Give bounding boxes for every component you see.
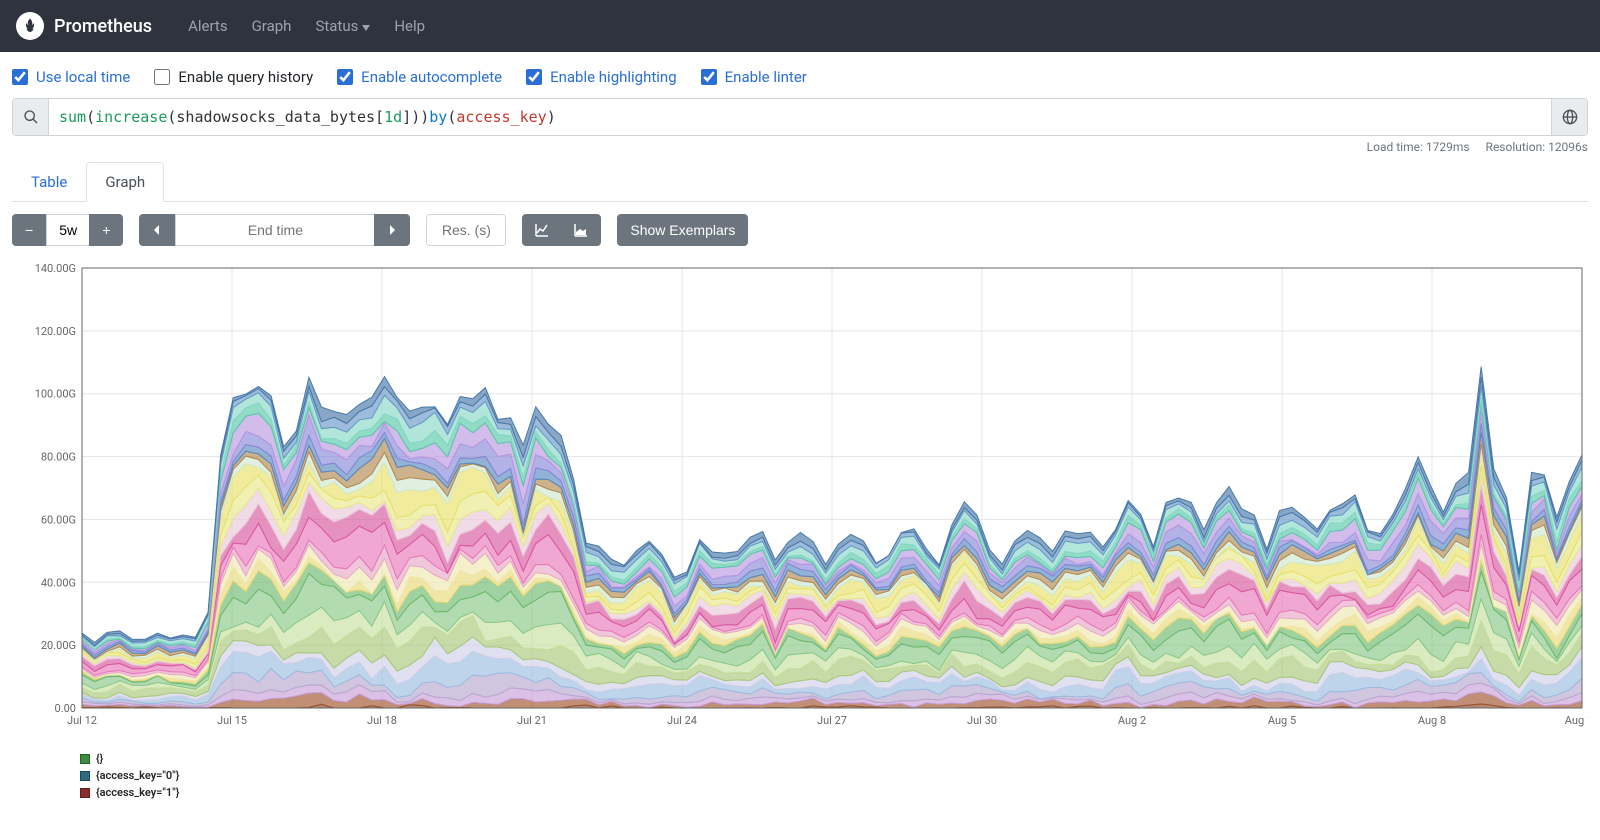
stats-row: Load time: 1729ms Resolution: 12096s — [0, 136, 1600, 158]
nav-link-graph[interactable]: Graph — [240, 9, 304, 43]
svg-text:Jul 21: Jul 21 — [517, 714, 547, 727]
caret-down-icon — [362, 17, 370, 35]
option-enable-linter[interactable]: Enable linter — [701, 68, 807, 86]
svg-text:80.00G: 80.00G — [41, 451, 76, 464]
legend-swatch — [80, 771, 90, 781]
resolution-input[interactable] — [426, 214, 506, 246]
option-label: Enable query history — [178, 68, 313, 86]
tabs: Table Graph — [12, 162, 1588, 202]
svg-text:Jul 12: Jul 12 — [67, 714, 97, 727]
query-input[interactable]: sum(increase(shadowsocks_data_bytes[1d])… — [49, 99, 1551, 135]
svg-text:60.00G: 60.00G — [41, 513, 76, 526]
checkbox[interactable] — [12, 69, 28, 85]
svg-text:Aug 5: Aug 5 — [1268, 714, 1296, 727]
option-enable-highlighting[interactable]: Enable highlighting — [526, 68, 677, 86]
svg-text:Jul 15: Jul 15 — [217, 714, 247, 727]
svg-text:100.00G: 100.00G — [35, 388, 76, 401]
tab-graph[interactable]: Graph — [86, 162, 164, 202]
legend-item[interactable]: {access_key="0"} — [80, 767, 1588, 784]
brand-text: Prometheus — [54, 16, 152, 37]
option-label: Enable highlighting — [550, 68, 677, 86]
svg-text:Aug 2: Aug 2 — [1118, 714, 1146, 727]
globe-icon[interactable] — [1551, 99, 1587, 135]
option-use-local-time[interactable]: Use local time — [12, 68, 130, 86]
legend-item[interactable]: {access_key="1"} — [80, 784, 1588, 801]
endtime-input[interactable] — [175, 214, 375, 246]
svg-text:Aug 11: Aug 11 — [1565, 714, 1588, 727]
line-chart-button[interactable] — [522, 214, 562, 246]
range-input[interactable] — [46, 214, 90, 246]
checkbox[interactable] — [337, 69, 353, 85]
option-label: Use local time — [36, 68, 130, 86]
nav-link-help[interactable]: Help — [382, 9, 437, 43]
endtime-prev-button[interactable] — [139, 214, 175, 246]
option-enable-query-history[interactable]: Enable query history — [154, 68, 313, 86]
svg-text:Jul 27: Jul 27 — [817, 714, 847, 727]
option-label: Enable linter — [725, 68, 807, 86]
svg-text:Jul 18: Jul 18 — [367, 714, 397, 727]
navbar-brand[interactable]: Prometheus — [16, 12, 152, 40]
endtime-group — [139, 214, 410, 246]
range-plus-button[interactable]: + — [89, 214, 123, 246]
endtime-next-button[interactable] — [374, 214, 410, 246]
svg-text:120.00G: 120.00G — [35, 325, 76, 338]
svg-text:Jul 30: Jul 30 — [967, 714, 997, 727]
range-group: − + — [12, 214, 123, 246]
stacked-chart-button[interactable] — [561, 214, 601, 246]
range-minus-button[interactable]: − — [12, 214, 46, 246]
nav-link-status[interactable]: Status — [303, 9, 382, 43]
legend-label: {access_key="1"} — [96, 786, 179, 799]
option-label: Enable autocomplete — [361, 68, 502, 86]
legend-swatch — [80, 788, 90, 798]
legend-label: {} — [96, 752, 103, 765]
tab-table[interactable]: Table — [12, 162, 86, 201]
checkbox[interactable] — [701, 69, 717, 85]
svg-text:Jul 24: Jul 24 — [667, 714, 697, 727]
prometheus-logo-icon — [16, 12, 44, 40]
chart-type-group — [522, 214, 601, 246]
svg-text:40.00G: 40.00G — [41, 576, 76, 589]
show-exemplars-button[interactable]: Show Exemplars — [617, 214, 748, 246]
legend-label: {access_key="0"} — [96, 769, 179, 782]
resolution: Resolution: 12096s — [1486, 140, 1588, 154]
options-row: Use local time Enable query history Enable… — [0, 52, 1600, 98]
legend-item[interactable]: {} — [80, 750, 1588, 767]
navbar: Prometheus AlertsGraphStatusHelp — [0, 0, 1600, 52]
controls-row: − + Show Exemplars — [0, 202, 1600, 258]
option-enable-autocomplete[interactable]: Enable autocomplete — [337, 68, 502, 86]
svg-text:140.00G: 140.00G — [35, 262, 76, 275]
svg-text:Aug 8: Aug 8 — [1418, 714, 1446, 727]
svg-text:20.00G: 20.00G — [41, 639, 76, 652]
legend: {} {access_key="0"} {access_key="1"} — [80, 750, 1588, 801]
chart: 0.0020.00G40.00G60.00G80.00G100.00G120.0… — [12, 258, 1588, 738]
load-time: Load time: 1729ms — [1367, 140, 1470, 154]
legend-swatch — [80, 754, 90, 764]
nav-link-alerts[interactable]: Alerts — [176, 9, 240, 43]
checkbox[interactable] — [526, 69, 542, 85]
query-row: sum(increase(shadowsocks_data_bytes[1d])… — [12, 98, 1588, 136]
checkbox[interactable] — [154, 69, 170, 85]
search-icon[interactable] — [13, 99, 49, 135]
